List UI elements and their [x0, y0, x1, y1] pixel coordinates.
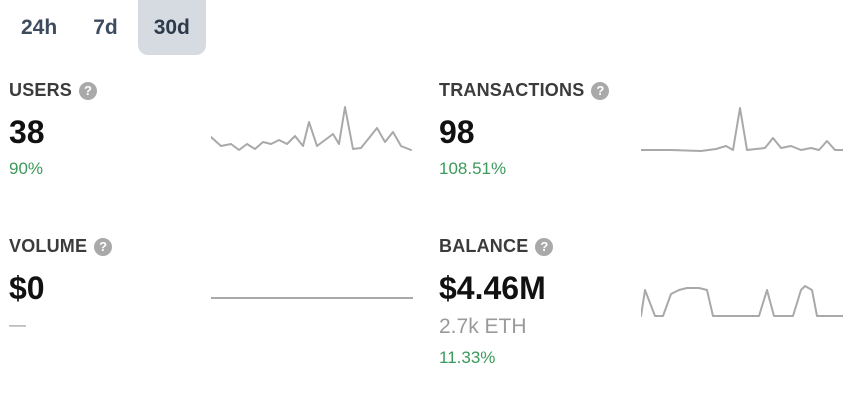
question-circle-icon[interactable]: ?: [535, 237, 554, 256]
balance-sparkline: [641, 285, 843, 317]
balance-stat: BALANCE ? $4.46M 2.7k ETH 11.33%: [439, 236, 850, 396]
transactions-stat: TRANSACTIONS ? 98 108.51%: [439, 80, 850, 240]
users-value: 38: [9, 114, 45, 150]
volume-value: $0: [9, 270, 45, 306]
users-change: 90%: [9, 159, 44, 178]
tab-30d[interactable]: 30d: [137, 0, 206, 55]
balance-change: 11.33%: [439, 348, 496, 367]
volume-sparkline: [211, 297, 413, 299]
tab-24h[interactable]: 24h: [21, 15, 58, 39]
transactions-change: 108.51%: [439, 159, 507, 178]
volume-change: —: [9, 315, 26, 334]
balance-value: $4.46M: [439, 270, 546, 306]
question-circle-icon[interactable]: ?: [94, 237, 113, 256]
volume-stat: VOLUME ? $0 —: [9, 236, 429, 396]
balance-label: BALANCE: [439, 236, 529, 256]
balance-eth: 2.7k ETH: [439, 315, 527, 338]
users-label: USERS: [9, 80, 73, 100]
volume-label-row: VOLUME ?: [9, 236, 113, 257]
users-label-row: USERS ?: [9, 80, 98, 101]
tab-7d[interactable]: 7d: [93, 15, 118, 39]
transactions-sparkline: [641, 107, 843, 152]
volume-label: VOLUME: [9, 236, 88, 256]
transactions-label: TRANSACTIONS: [439, 80, 585, 100]
question-circle-icon[interactable]: ?: [79, 81, 98, 100]
users-sparkline: [211, 106, 412, 151]
transactions-value: 98: [439, 114, 475, 150]
timeframe-tabs: 24h 7d 30d: [5, 0, 206, 55]
balance-label-row: BALANCE ?: [439, 236, 554, 257]
users-stat: USERS ? 38 90%: [9, 80, 429, 240]
transactions-label-row: TRANSACTIONS ?: [439, 80, 610, 101]
question-circle-icon[interactable]: ?: [591, 81, 610, 100]
